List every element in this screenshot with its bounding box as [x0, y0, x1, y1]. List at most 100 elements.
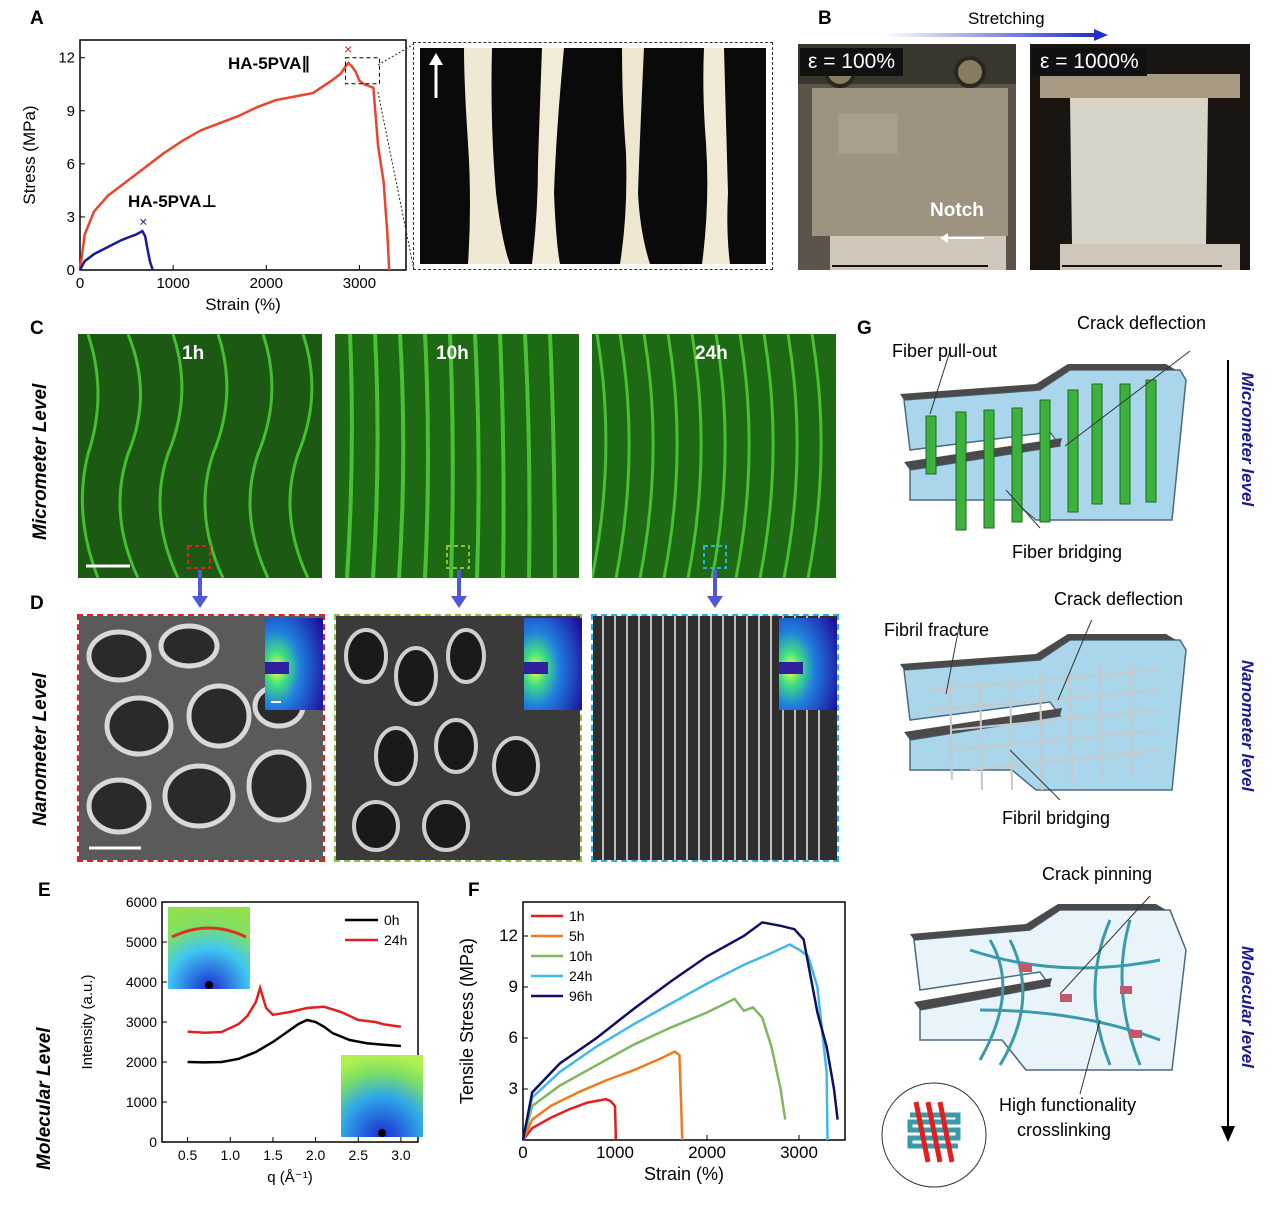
y-tick-label: 6000: [126, 894, 157, 910]
panel-label-f: F: [468, 880, 480, 901]
series-line-HA5PVA: [78, 229, 154, 271]
panel-label-a: A: [30, 8, 44, 29]
plot-frame: [522, 901, 846, 1141]
strain-100-label: ε = 100%: [800, 48, 904, 76]
side-micrometer-level: Micrometer level: [1238, 372, 1257, 507]
zoom-arrows: [192, 570, 723, 608]
y-tick-label: 0: [149, 1134, 157, 1150]
schematic-micrometer: [900, 350, 1191, 531]
series-line-0h: [187, 1018, 401, 1064]
y-tick-label: 2000: [126, 1054, 157, 1070]
chart-e: 0.5 1.0 1.5 2.0 2.5 3.0 0 1000 2000 3000 4000 5000 6…: [79, 894, 419, 1186]
legend-label: 5h: [569, 928, 585, 944]
x-axis-label: Strain (%): [205, 295, 281, 314]
legend-label: 10h: [569, 948, 592, 964]
break-marker: ×: [139, 213, 147, 229]
series-line-5h: [521, 1050, 684, 1141]
legend-label: 24h: [569, 968, 592, 984]
label-crosslink-2: crosslinking: [1017, 1120, 1112, 1140]
fiber-photo: [413, 42, 773, 270]
label-fibril-fracture: Fibril fracture: [884, 620, 990, 640]
stretching-arrow: [884, 29, 1108, 41]
plot-frame: [79, 39, 407, 271]
y-axis-label: Tensile Stress (MPa): [457, 938, 477, 1104]
x-axis-label: q (Å⁻¹): [267, 1169, 312, 1186]
x-tick-label: 0.5: [178, 1147, 198, 1163]
x-tick-label: 1.0: [221, 1147, 241, 1163]
y-tick-label: 1000: [126, 1094, 157, 1110]
x-tick-label: 2000: [250, 275, 283, 292]
label-crack-pinning: Crack pinning: [1042, 864, 1153, 884]
notch-label: Notch: [930, 200, 984, 221]
label-crack-deflection-1: Crack deflection: [1077, 313, 1207, 333]
y-tick-label: 5000: [126, 934, 157, 950]
saxs-inset-1h: [265, 618, 323, 710]
panel-label-g: G: [857, 318, 872, 339]
time-24h: 24h: [695, 343, 728, 364]
y-tick-label: 9: [509, 977, 518, 996]
x-tick-label: 1000: [596, 1143, 634, 1162]
x-tick-label: 3000: [780, 1143, 818, 1162]
y-tick-label: 6: [509, 1028, 518, 1047]
label-crosslink-1: High functionality: [999, 1095, 1137, 1115]
x-tick-label: 2000: [688, 1143, 726, 1162]
side-molecular-level: Molecular level: [1238, 946, 1257, 1068]
side-nanometer-level: Nanometer level: [1238, 660, 1257, 792]
label-ha-perp: HA-5PVA⊥: [128, 192, 217, 211]
confocal-10h: [335, 334, 579, 578]
level-arrow: [1221, 360, 1235, 1142]
panel-label-c: C: [30, 318, 44, 339]
molecular-level-label: Molecular Level: [34, 1027, 55, 1170]
chart-a: 0 1000 2000 3000 0 3 6 9 12 Strain (%) Stress (MPa…: [20, 39, 407, 314]
zoom-box: [344, 57, 380, 85]
time-1h: 1h: [182, 343, 205, 364]
legend-label: 0h: [384, 912, 400, 928]
series-line-24h: [187, 983, 402, 1035]
schematic-molecular: [881, 895, 1187, 1188]
label-fiber-bridging: Fiber bridging: [1012, 542, 1123, 562]
saxs-inset-24h: [779, 618, 837, 710]
x-tick-label: 0: [518, 1143, 527, 1162]
y-tick-label: 0: [67, 262, 75, 279]
series-line-HA5PVA: [78, 61, 391, 271]
panel-label-d: D: [30, 593, 44, 614]
x-tick-label: 2.5: [349, 1147, 369, 1163]
saxs-inset-10h: [524, 618, 582, 710]
photo-strain-1000: [1030, 44, 1250, 270]
y-tick-label: 3: [509, 1079, 518, 1098]
nanometer-level-label: Nanometer Level: [30, 672, 51, 826]
legend-label: 24h: [384, 932, 407, 948]
panel-label-b: B: [818, 8, 832, 29]
chart-f: 0 1000 2000 3000 3 6 9 12 Strain (%) Tensile Stre…: [457, 901, 846, 1184]
confocal-1h: [78, 334, 322, 578]
label-ha-parallel: HA-5PVA∥: [228, 54, 310, 73]
y-tick-label: 3000: [126, 1014, 157, 1030]
y-axis-label: Intensity (a.u.): [79, 974, 96, 1069]
y-tick-label: 9: [67, 103, 75, 120]
x-tick-label: 3000: [343, 275, 376, 292]
legend-label: 1h: [569, 908, 585, 924]
stretching-title: Stretching: [968, 9, 1045, 28]
photo-strain-100: [798, 44, 1016, 270]
label-crack-deflection-2: Crack deflection: [1054, 589, 1184, 609]
series-line-10h: [521, 997, 787, 1141]
legend-label: 96h: [569, 988, 592, 1004]
confocal-24h: [592, 334, 836, 578]
label-fiber-pullout: Fiber pull-out: [892, 341, 998, 361]
x-tick-label: 2.0: [306, 1147, 326, 1163]
x-tick-label: 1000: [156, 275, 189, 292]
schematic-nanometer: [900, 620, 1187, 801]
series-line-24h: [521, 943, 829, 1141]
y-tick-label: 6: [67, 156, 75, 173]
y-tick-label: 12: [499, 926, 518, 945]
label-fibril-bridging: Fibril bridging: [1002, 808, 1111, 828]
series-line-1h: [522, 1097, 618, 1141]
y-tick-label: 3: [67, 209, 75, 226]
waxs-inset-24h: [168, 907, 250, 989]
x-tick-label: 1.5: [263, 1147, 283, 1163]
break-marker: ×: [344, 41, 352, 57]
y-axis-label: Stress (MPa): [20, 105, 39, 204]
y-tick-label: 12: [58, 50, 75, 67]
x-tick-label: 3.0: [391, 1147, 411, 1163]
strain-1000-label: ε = 1000%: [1032, 48, 1147, 76]
